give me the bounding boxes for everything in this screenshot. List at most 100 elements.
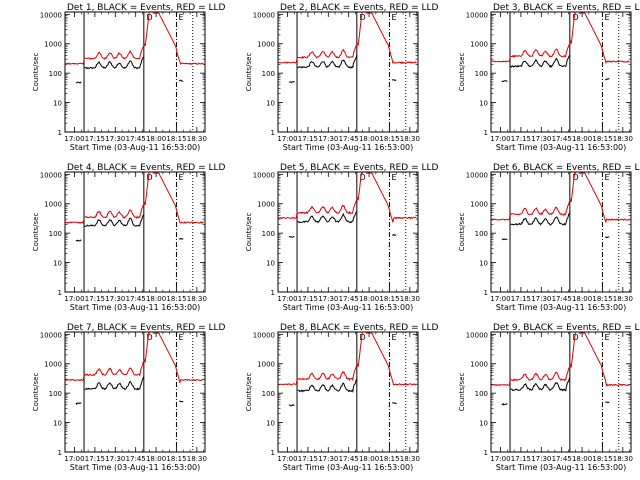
x-tick-label: 18:15 [166,455,186,463]
y-tick-label: 1000 [257,41,275,49]
y-tick-label: 10 [53,100,62,108]
series-lld-line [65,172,204,225]
x-tick-label: 17:45 [339,295,359,303]
x-tick-label: 17:00 [64,135,84,143]
series-lld-line [278,172,417,223]
x-axis-label: Start Time (03-Aug-11 16:53:00) [496,143,627,152]
series-events-late-segment [605,236,610,239]
marker-label-e: E [178,333,183,342]
y-tick-label: 100 [49,70,62,78]
x-axis-label: Start Time (03-Aug-11 16:53:00) [70,463,201,472]
y-tick-label: 10000 [466,171,488,179]
y-tick-label: 1 [484,289,488,297]
y-tick-label: 1 [58,129,62,137]
marker-label-e: E [604,333,609,342]
y-tick-label: 1000 [470,41,488,49]
x-tick-label: 17:00 [64,295,84,303]
x-tick-label: 18:30 [400,455,420,463]
x-tick-label: 17:15 [85,455,105,463]
panel-title: Det 5, BLACK = Events, RED = LLD [280,163,439,173]
y-tick-label: 1 [271,289,275,297]
x-tick-label: 18:15 [166,135,186,143]
x-tick-label: 17:30 [318,295,338,303]
x-tick-label: 17:45 [552,455,572,463]
x-tick-label: 18:00 [359,135,379,143]
x-tick-label: 17:45 [552,135,572,143]
y-tick-label: 100 [262,70,275,78]
y-tick-label: 10 [53,420,62,428]
marker-label-e: E [391,173,396,182]
x-axis-label: Start Time (03-Aug-11 16:53:00) [496,303,627,312]
series-events-early-segment [75,239,82,242]
y-tick-label: 10000 [40,11,62,19]
plot-frame [490,171,632,293]
x-tick-label: 18:30 [187,135,207,143]
y-axis-label: Counts/sec [32,53,40,92]
panel-title: Det 6, BLACK = Events, RED = LLD [493,163,640,173]
y-axis-label: Counts/sec [245,53,253,92]
series-events-line [297,379,358,393]
marker-label-d: D [573,173,579,182]
series-lld-line [65,332,204,383]
x-tick-label: 18:00 [146,295,166,303]
x-tick-label: 17:30 [531,135,551,143]
series-events-line [297,210,358,224]
x-tick-label: 18:15 [379,455,399,463]
x-tick-label: 17:00 [277,455,297,463]
y-tick-label: 1000 [470,201,488,209]
series-events-line [84,214,145,227]
x-tick-label: 17:45 [339,135,359,143]
x-tick-label: 17:00 [490,455,510,463]
y-tick-label: 100 [49,230,62,238]
y-axis-label: Counts/sec [32,213,40,252]
marker-label-d: D [147,333,153,342]
x-tick-label: 17:30 [105,135,125,143]
x-tick-label: 18:00 [146,135,166,143]
panel-title: Det 1, BLACK = Events, RED = LLD [67,3,226,13]
x-tick-label: 17:45 [339,455,359,463]
panel-2: Det 2, BLACK = Events, RED = LLD Counts/s… [245,3,439,152]
plot-frame [64,331,206,453]
y-tick-label: 1000 [257,201,275,209]
x-tick-label: 17:30 [318,135,338,143]
panel-9: Det 9, BLACK = Events, RED = LLD Counts/s… [458,323,640,472]
series-events-late-segment [391,402,397,405]
panel-5: Det 5, BLACK = Events, RED = LLD Counts/s… [245,163,439,312]
series-events-line [84,56,145,70]
x-tick-label: 18:30 [187,295,207,303]
plot-frame [277,171,419,293]
x-tick-label: 17:00 [490,295,510,303]
panel-4: Det 4, BLACK = Events, RED = LLD Counts/s… [32,163,226,312]
marker-label-d: D [147,173,153,182]
x-tick-label: 17:15 [298,455,318,463]
y-axis-label: Counts/sec [32,373,40,412]
series-lld-line [65,12,204,66]
panel-title: Det 7, BLACK = Events, RED = LLD [67,323,226,333]
series-events-late-segment [392,233,397,236]
x-tick-label: 18:00 [359,295,379,303]
y-tick-label: 100 [262,390,275,398]
series-events-late-segment [605,78,610,81]
y-axis-label: Counts/sec [458,213,466,252]
series-events-line [510,54,571,69]
x-tick-label: 18:00 [572,135,592,143]
x-tick-label: 18:15 [592,295,612,303]
series-events-early-segment [501,238,508,241]
series-events-early-segment [288,404,295,407]
panel-3: Det 3, BLACK = Events, RED = LLD Counts/s… [458,3,640,152]
marker-label-d: D [360,173,366,182]
x-tick-label: 17:00 [490,135,510,143]
marker-label-e: E [178,173,183,182]
series-events-line [510,377,571,392]
x-axis-label: Start Time (03-Aug-11 16:53:00) [283,303,414,312]
plot-frame [490,11,632,133]
marker-label-d: D [360,333,366,342]
x-tick-label: 17:30 [531,295,551,303]
y-tick-label: 10 [479,420,488,428]
panel-title: Det 4, BLACK = Events, RED = LLD [67,163,226,173]
x-axis-label: Start Time (03-Aug-11 16:53:00) [70,303,201,312]
panel-6: Det 6, BLACK = Events, RED = LLD Counts/s… [458,163,640,312]
panel-title: Det 3, BLACK = Events, RED = LLD [493,3,640,13]
x-tick-label: 17:15 [298,295,318,303]
x-tick-label: 18:15 [166,295,186,303]
